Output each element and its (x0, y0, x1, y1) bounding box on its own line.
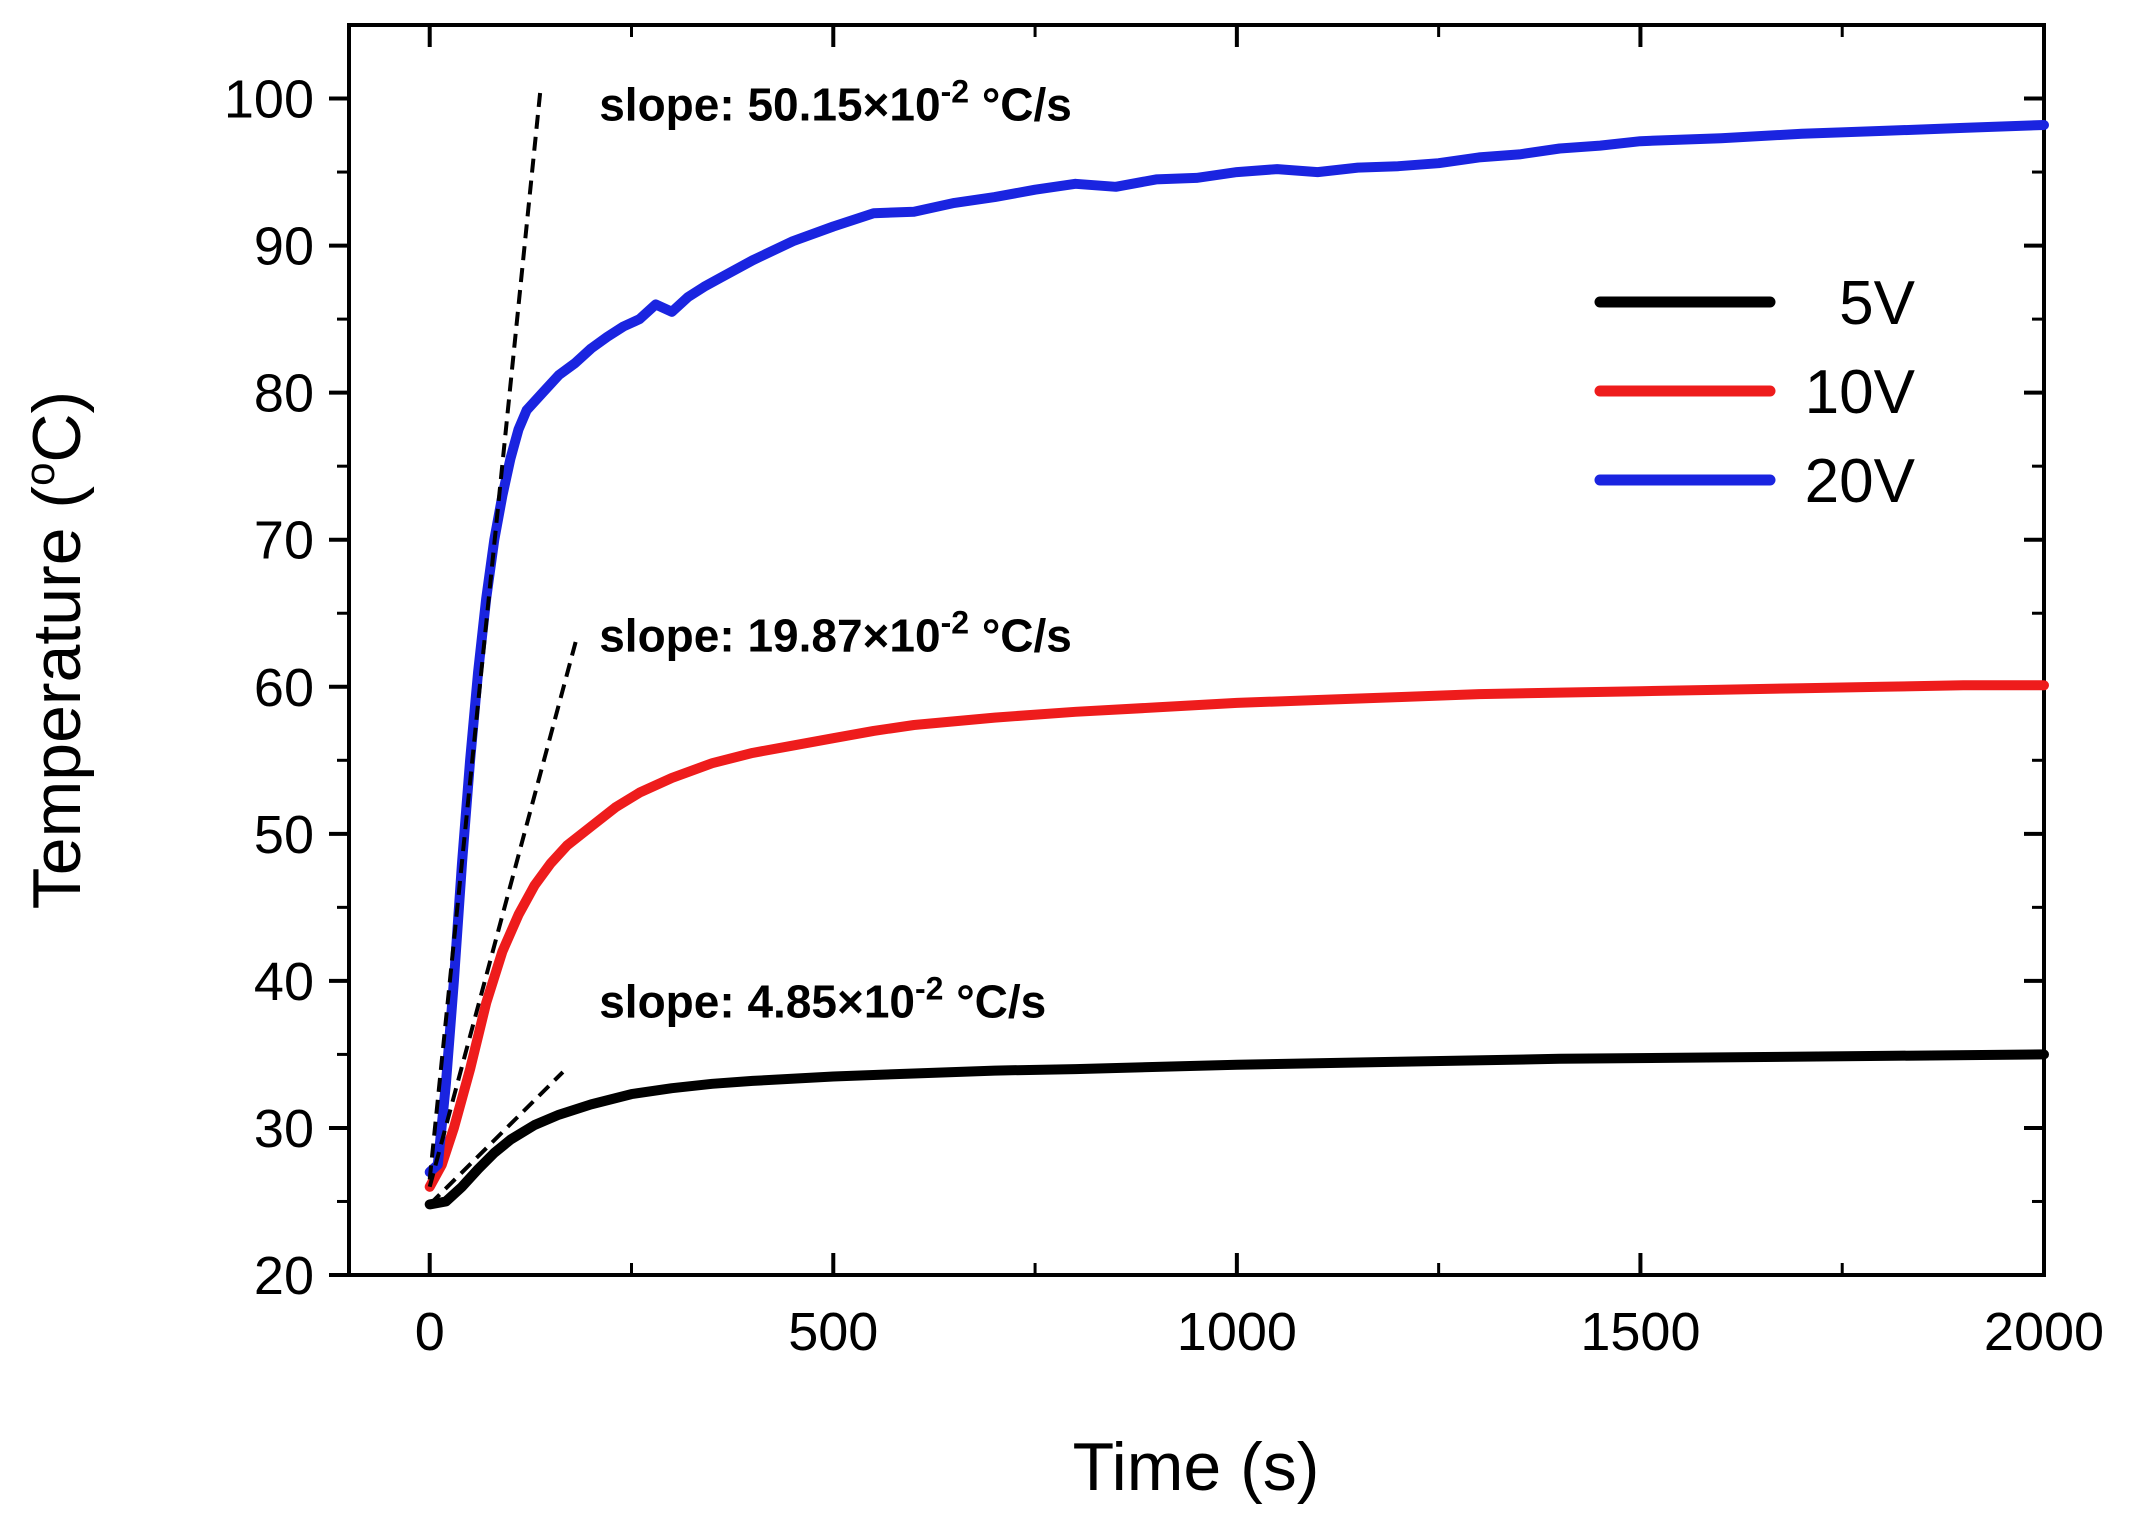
y-tick-label: 30 (254, 1099, 314, 1159)
slope-annotations: slope: 50.15×10-2 °C/s slope: 19.87×10-2 … (599, 74, 1072, 1028)
legend: 5V 10V 20V (1594, 269, 1916, 516)
y-tick-label: 50 (254, 805, 314, 865)
y-tick-label: 90 (254, 217, 314, 277)
axis-ticks (329, 25, 2046, 1277)
x-tick-label: 0 (415, 1302, 445, 1362)
slope-annotation: slope: 50.15×10-2 °C/s (599, 74, 1072, 131)
y-tick-label: 40 (254, 952, 314, 1012)
x-tick-label: 2000 (1984, 1302, 2104, 1362)
legend-label-10V: 10V (1805, 358, 1916, 427)
legend-label-20V: 20V (1805, 447, 1916, 516)
y-axis-title: Temperature (oC) (16, 391, 95, 909)
slope-lines (427, 90, 580, 1206)
y-tick-label: 100 (224, 70, 314, 130)
slope-annotation: slope: 4.85×10-2 °C/s (599, 971, 1046, 1028)
series-layer (424, 120, 2049, 1210)
tick-labels: 0 500 1000 1500 2000 20 30 40 50 60 70 80 90 100 (224, 70, 2104, 1362)
slope-annotation: slope: 19.87×10-2 °C/s (599, 604, 1072, 661)
x-tick-label: 1500 (1580, 1302, 1700, 1362)
x-tick-label: 500 (788, 1302, 878, 1362)
plot-frame (347, 23, 2046, 1277)
series-line-5V (424, 1049, 2049, 1210)
series-line-10V (424, 680, 2049, 1192)
y-tick-label: 20 (254, 1246, 314, 1306)
y-tick-label: 70 (254, 511, 314, 571)
slope-line (427, 634, 580, 1188)
y-tick-label: 60 (254, 658, 314, 718)
legend-label-5V: 5V (1839, 269, 1915, 338)
slope-line (428, 1070, 565, 1206)
y-tick-label: 80 (254, 364, 314, 424)
x-tick-label: 1000 (1177, 1302, 1297, 1362)
x-axis-title: Time (s) (1073, 1429, 1320, 1505)
slope-line (427, 90, 543, 1180)
